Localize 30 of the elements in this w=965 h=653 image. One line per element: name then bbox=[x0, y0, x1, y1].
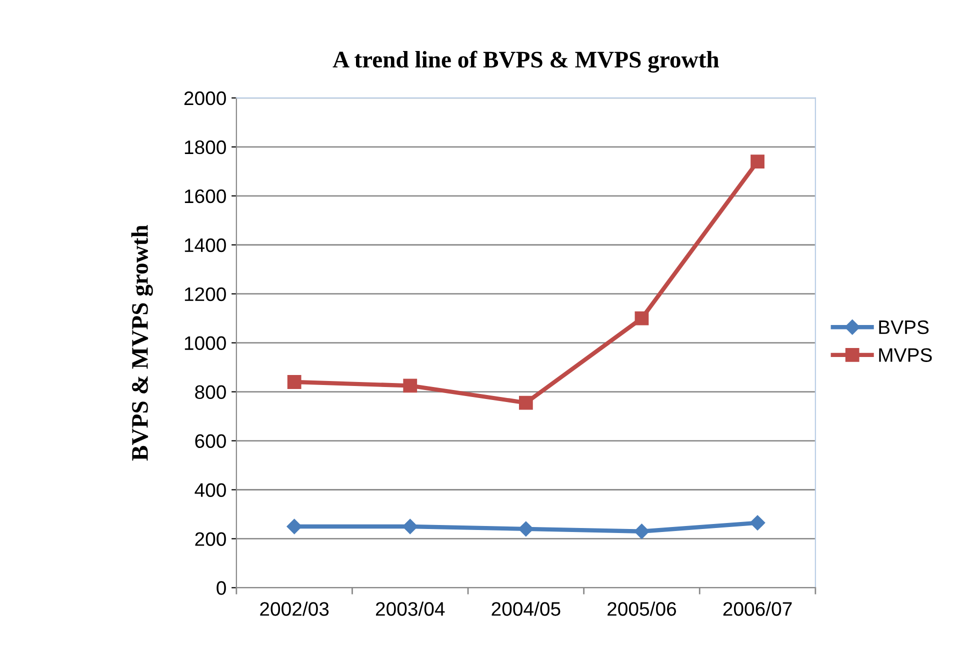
y-axis-title: BVPS & MVPS growth bbox=[131, 225, 153, 461]
x-tick-label: 2006/07 bbox=[723, 602, 792, 616]
point bbox=[403, 378, 418, 393]
point bbox=[286, 518, 302, 534]
point bbox=[518, 396, 533, 410]
x-tick-label: 2002/03 bbox=[260, 602, 329, 616]
x-tick-label: 2003/04 bbox=[376, 602, 445, 616]
point bbox=[634, 311, 649, 326]
y-tick-label: 1200 bbox=[184, 287, 226, 302]
y-tick-label: 0 bbox=[216, 581, 226, 595]
point bbox=[750, 154, 764, 169]
y-tick-label: 400 bbox=[194, 483, 226, 497]
x-tick-label: 2004/05 bbox=[492, 602, 560, 616]
y-tick-label: 1800 bbox=[184, 140, 226, 154]
chart-title: A trend line of BVPS & MVPS growth bbox=[332, 50, 719, 73]
point bbox=[287, 375, 302, 389]
y-tick-label: 600 bbox=[195, 434, 226, 448]
y-tick-label: 200 bbox=[195, 532, 226, 546]
point bbox=[518, 521, 534, 536]
point bbox=[750, 515, 766, 530]
y-tick-label: 1400 bbox=[184, 238, 226, 252]
y-tick-label: 2000 bbox=[184, 91, 226, 106]
point bbox=[402, 518, 418, 534]
y-tick-label: 1000 bbox=[184, 336, 226, 350]
point bbox=[634, 524, 650, 539]
legend-label: BVPS bbox=[879, 320, 929, 334]
x-tick-label: 2005/06 bbox=[608, 602, 676, 616]
legend-label: MVPS bbox=[879, 348, 932, 362]
y-tick-label: 1600 bbox=[184, 189, 226, 204]
y-tick-label: 800 bbox=[195, 385, 226, 400]
